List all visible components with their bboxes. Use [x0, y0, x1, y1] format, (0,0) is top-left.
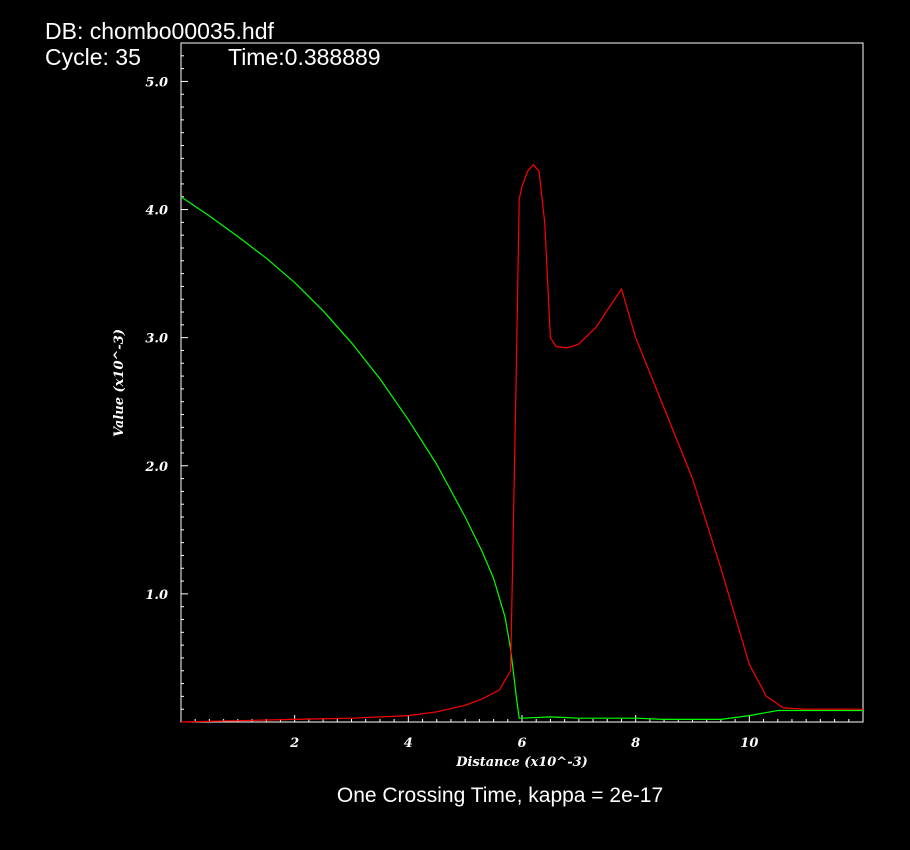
time-label: Time:0.388889: [228, 44, 381, 70]
x-tick-label: 10: [740, 736, 758, 751]
major-ticks: [181, 80, 750, 722]
y-tick-label: 4.0: [145, 204, 168, 219]
x-tick-label: 2: [289, 736, 299, 751]
x-tick-label: 4: [404, 736, 413, 751]
minor-ticks: [181, 55, 850, 722]
tick-labels: 2 4 6 8 10 1.0 2.0 3.0 4.0 5.0: [144, 75, 758, 751]
x-axis-title: Distance (x10^-3): [455, 755, 588, 770]
green-series-line: [180, 196, 863, 721]
y-axis-title: Value (x10^-3): [112, 329, 127, 437]
x-tick-label: 8: [631, 736, 640, 751]
red-series-line: [180, 164, 863, 723]
series-layer: [180, 164, 863, 723]
x-tick-label: 6: [517, 736, 526, 751]
y-tick-label: 3.0: [145, 332, 168, 347]
y-tick-label: 5.0: [145, 75, 168, 90]
database-label: DB: chombo00035.hdf: [45, 18, 274, 44]
plot-caption: One Crossing Time, kappa = 2e-17: [336, 784, 664, 807]
cycle-label: Cycle: 35: [45, 44, 141, 70]
y-tick-label: 1.0: [145, 588, 168, 603]
y-tick-label: 2.0: [144, 460, 168, 475]
plot-frame: [180, 42, 864, 723]
